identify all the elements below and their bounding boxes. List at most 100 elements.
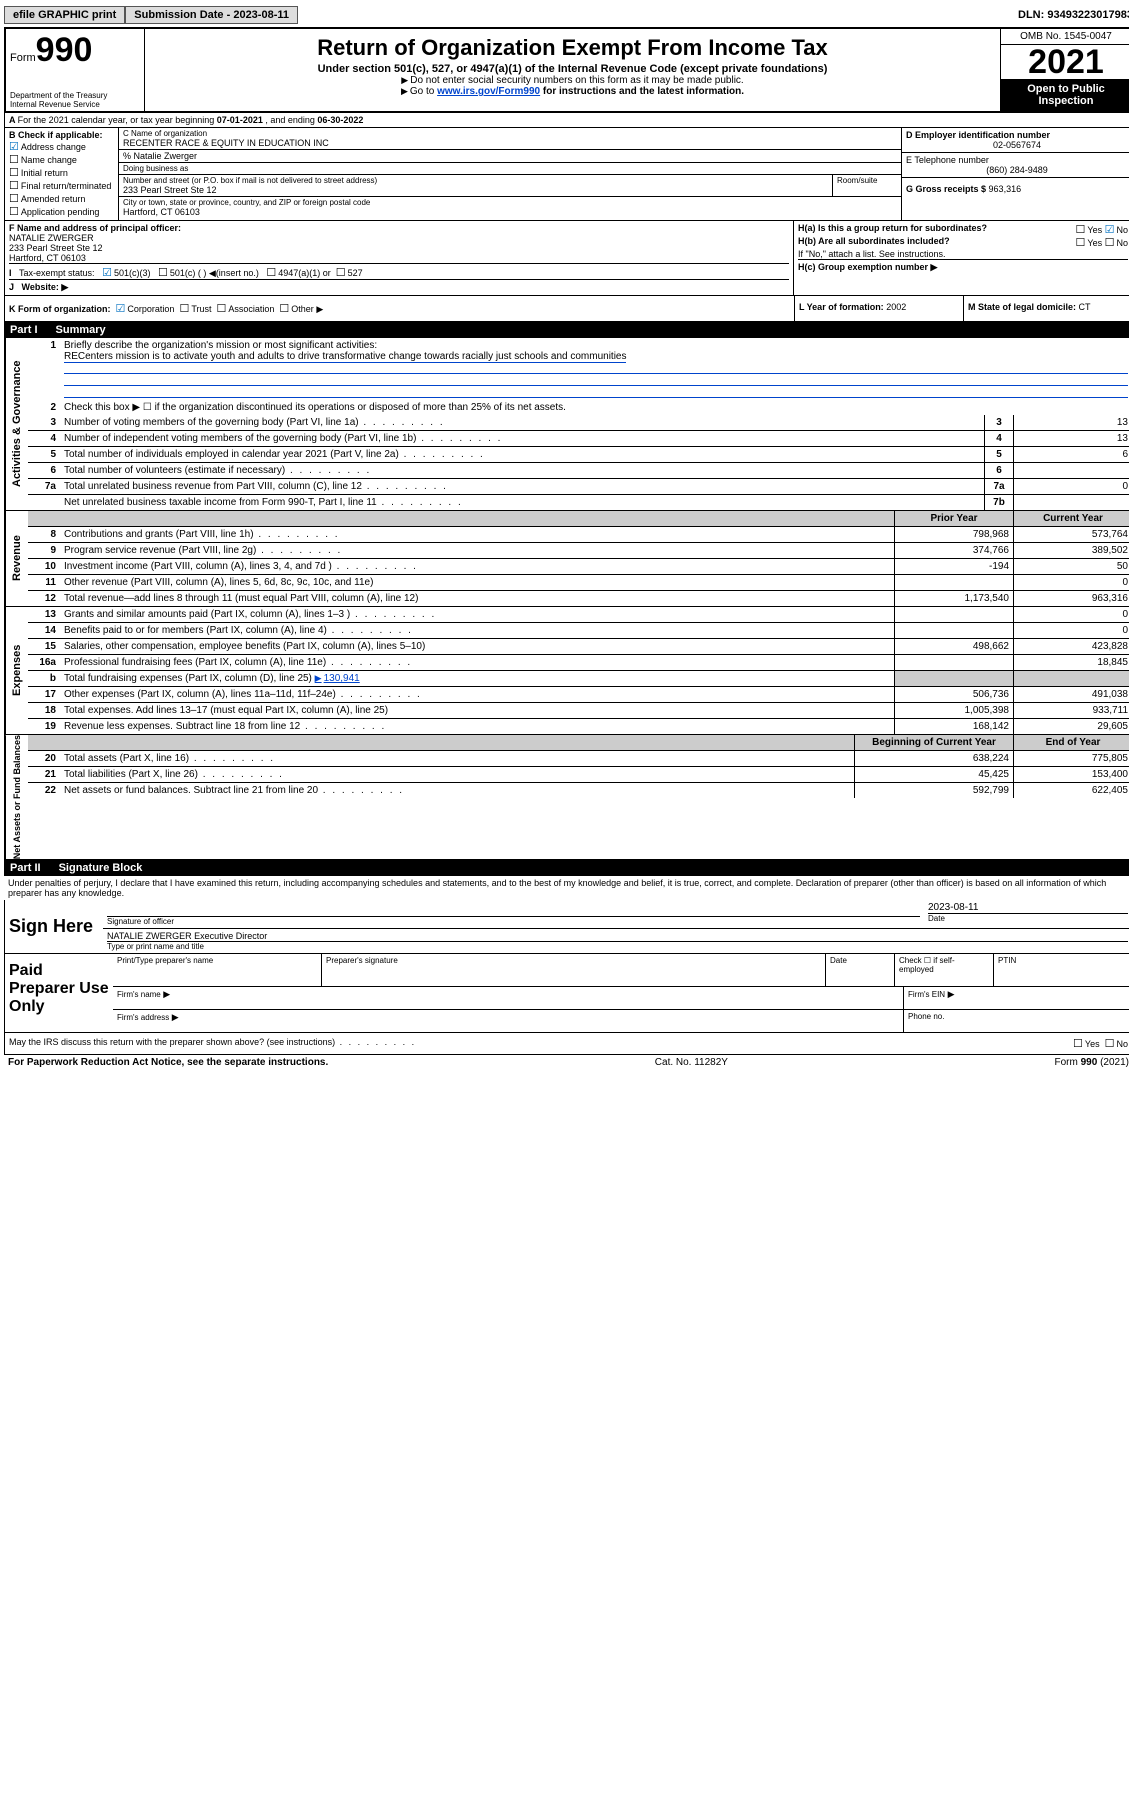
col-current: Current Year bbox=[1013, 511, 1129, 526]
line-a: A For the 2021 calendar year, or tax yea… bbox=[4, 113, 1129, 128]
year-footer: 2021 bbox=[1103, 1057, 1125, 1068]
l18: Total expenses. Add lines 13–17 (must eq… bbox=[60, 703, 894, 718]
part1-title: Summary bbox=[56, 324, 106, 336]
l16a: Professional fundraising fees (Part IX, … bbox=[60, 655, 894, 670]
l18-curr: 933,711 bbox=[1013, 703, 1129, 718]
a-mid: , and ending bbox=[263, 115, 318, 125]
paid-preparer-lbl: Paid Preparer Use Only bbox=[5, 954, 113, 1032]
irs: Internal Revenue Service bbox=[10, 100, 100, 109]
governance-section: Activities & Governance 1 Briefly descri… bbox=[4, 338, 1129, 511]
ein: 02-0567674 bbox=[906, 140, 1128, 150]
form-footer: Form 990 (2021) bbox=[1055, 1057, 1129, 1068]
l7a: Total unrelated business revenue from Pa… bbox=[60, 479, 984, 494]
l17-prior: 506,736 bbox=[894, 687, 1013, 702]
l21-beg: 45,425 bbox=[854, 767, 1013, 782]
l12-prior: 1,173,540 bbox=[894, 591, 1013, 606]
l7b-val bbox=[1013, 495, 1129, 510]
chk-4947[interactable]: 4947(a)(1) or bbox=[266, 268, 330, 278]
firm-name-lbl: Firm's name bbox=[117, 990, 170, 999]
chk-final[interactable]: Final return/terminated bbox=[9, 179, 114, 192]
h-b: H(b) Are all subordinates included? bbox=[798, 236, 1076, 249]
l19-curr: 29,605 bbox=[1013, 719, 1129, 734]
city-lbl: City or town, state or province, country… bbox=[123, 198, 897, 207]
l5: Total number of individuals employed in … bbox=[60, 447, 984, 462]
l17: Other expenses (Part IX, column (A), lin… bbox=[60, 687, 894, 702]
l14: Benefits paid to or for members (Part IX… bbox=[60, 623, 894, 638]
d-lbl: D Employer identification number bbox=[906, 130, 1128, 140]
part2-header: Part II Signature Block bbox=[4, 860, 1129, 876]
form-number: Form990 bbox=[10, 31, 140, 70]
top-bar: efile GRAPHIC print Submission Date - 20… bbox=[4, 4, 1129, 26]
g-lbl: G Gross receipts $ bbox=[906, 184, 989, 194]
ha-no[interactable]: No bbox=[1105, 223, 1128, 236]
a-end: 06-30-2022 bbox=[317, 115, 363, 125]
chk-address-change[interactable]: Address change bbox=[9, 140, 114, 153]
chk-initial[interactable]: Initial return bbox=[9, 166, 114, 179]
officer-block: F Name and address of principal officer:… bbox=[4, 221, 1129, 296]
l21: Total liabilities (Part X, line 26) bbox=[60, 767, 854, 782]
subdate-lbl: Submission Date - bbox=[134, 9, 233, 21]
care-of: % Natalie Zwerger bbox=[119, 150, 901, 163]
discuss-yes[interactable]: Yes bbox=[1073, 1037, 1100, 1050]
chk-assoc[interactable]: Association bbox=[217, 304, 275, 314]
col-end: End of Year bbox=[1013, 735, 1129, 750]
l9: Program service revenue (Part VIII, line… bbox=[60, 543, 894, 558]
h-note: If "No," attach a list. See instructions… bbox=[798, 249, 1128, 259]
dln: DLN: 93493223017983 bbox=[1018, 9, 1129, 21]
chk-trust[interactable]: Trust bbox=[179, 304, 211, 314]
mission: RECenters mission is to activate youth a… bbox=[64, 351, 626, 363]
submission-date-button[interactable]: Submission Date - 2023-08-11 bbox=[125, 6, 298, 24]
part1-header: Part I Summary bbox=[4, 322, 1129, 338]
ha-yes[interactable]: Yes bbox=[1076, 223, 1103, 236]
prep-self-emp[interactable]: Check ☐ if self-employed bbox=[895, 954, 994, 986]
l12-curr: 963,316 bbox=[1013, 591, 1129, 606]
chk-amended[interactable]: Amended return bbox=[9, 192, 114, 205]
sign-here-lbl: Sign Here bbox=[5, 900, 103, 953]
l17-curr: 491,038 bbox=[1013, 687, 1129, 702]
chk-corp[interactable]: Corporation bbox=[116, 304, 175, 314]
l1-lbl: Briefly describe the organization's miss… bbox=[64, 340, 377, 351]
year-formation: 2002 bbox=[886, 302, 906, 312]
l13-curr: 0 bbox=[1013, 607, 1129, 622]
l11: Other revenue (Part VIII, column (A), li… bbox=[60, 575, 894, 590]
discuss-no[interactable]: No bbox=[1105, 1037, 1128, 1050]
chk-name-change[interactable]: Name change bbox=[9, 153, 114, 166]
dln-val: 93493223017983 bbox=[1047, 9, 1129, 21]
l16b-curr bbox=[1013, 671, 1129, 686]
goto-post: for instructions and the latest informat… bbox=[540, 86, 744, 97]
h-a: H(a) Is this a group return for subordin… bbox=[798, 223, 1076, 236]
phone-lbl: Phone no. bbox=[904, 1010, 1129, 1032]
street-address: 233 Pearl Street Ste 12 bbox=[123, 185, 828, 195]
irs-link[interactable]: www.irs.gov/Form990 bbox=[437, 86, 540, 97]
form-subtitle: Under section 501(c), 527, or 4947(a)(1)… bbox=[151, 63, 994, 75]
e-lbl: E Telephone number bbox=[906, 155, 1128, 165]
chk-app-pending[interactable]: Application pending bbox=[9, 205, 114, 218]
klm-row: K Form of organization: Corporation Trus… bbox=[4, 296, 1129, 322]
hb-no[interactable]: No bbox=[1105, 236, 1128, 249]
chk-501c[interactable]: 501(c) ( ) bbox=[158, 268, 206, 278]
hb-yes[interactable]: Yes bbox=[1076, 236, 1103, 249]
l16b-val: 130,941 bbox=[315, 673, 360, 684]
l15: Salaries, other compensation, employee b… bbox=[60, 639, 894, 654]
i-lbl: Tax-exempt status: bbox=[19, 268, 95, 278]
l21-end: 153,400 bbox=[1013, 767, 1129, 782]
discuss-row: May the IRS discuss this return with the… bbox=[4, 1033, 1129, 1055]
l7b: Net unrelated business taxable income fr… bbox=[60, 495, 984, 510]
l22-end: 622,405 bbox=[1013, 783, 1129, 798]
l19-prior: 168,142 bbox=[894, 719, 1013, 734]
identity-block: B Check if applicable: Address change Na… bbox=[4, 128, 1129, 221]
revenue-section: Revenue Prior YearCurrent Year 8Contribu… bbox=[4, 511, 1129, 607]
dln-lbl: DLN: bbox=[1018, 9, 1047, 21]
efile-print-button[interactable]: efile GRAPHIC print bbox=[4, 6, 125, 24]
chk-527[interactable]: 527 bbox=[336, 268, 363, 278]
l3: Number of voting members of the governin… bbox=[60, 415, 984, 430]
l8-curr: 573,764 bbox=[1013, 527, 1129, 542]
l2: Check this box ▶ ☐ if the organization d… bbox=[60, 400, 1129, 415]
l8-prior: 798,968 bbox=[894, 527, 1013, 542]
chk-other[interactable]: Other bbox=[279, 304, 323, 314]
l15-prior: 498,662 bbox=[894, 639, 1013, 654]
telephone: (860) 284-9489 bbox=[906, 165, 1128, 175]
chk-501c3[interactable]: 501(c)(3) bbox=[102, 268, 150, 278]
city-state-zip: Hartford, CT 06103 bbox=[123, 207, 897, 217]
officer-sig-name: NATALIE ZWERGER Executive Director bbox=[107, 931, 1128, 941]
